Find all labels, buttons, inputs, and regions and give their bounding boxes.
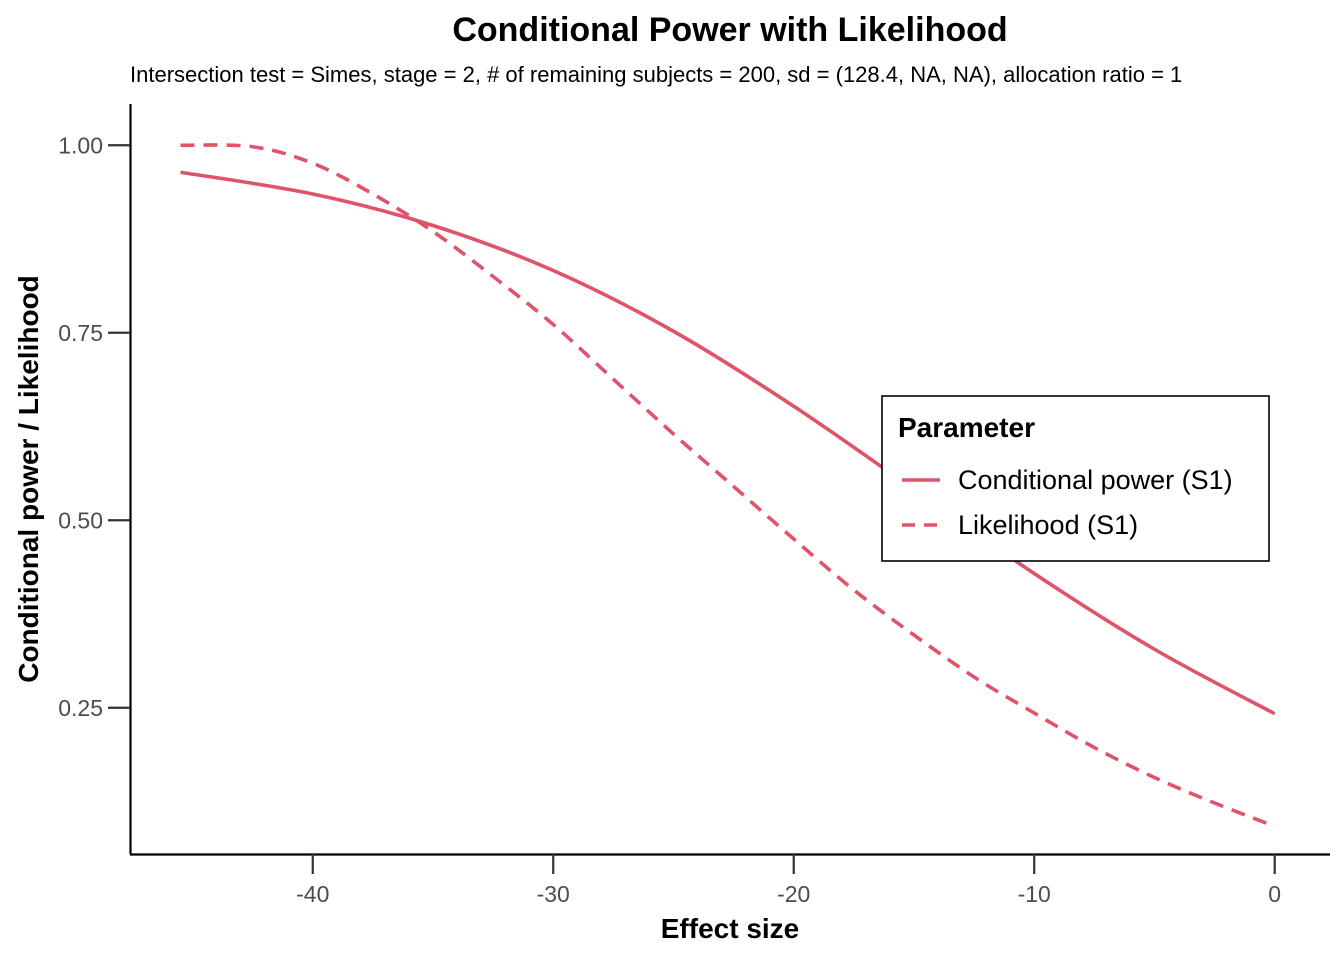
- y-tick-label: 0.75: [58, 320, 103, 346]
- chart-subtitle: Intersection test = Simes, stage = 2, # …: [130, 62, 1182, 87]
- series-line-conditional-power: [180, 170, 1276, 716]
- x-tick-label: 0: [1268, 881, 1281, 907]
- legend-label-conditional-power: Conditional power (S1): [958, 465, 1233, 495]
- x-axis-ticks: -40 -30 -20 -10 0: [296, 854, 1281, 907]
- x-tick-label: -30: [537, 881, 570, 907]
- x-tick-label: -20: [777, 881, 810, 907]
- y-tick-label: 1.00: [58, 132, 103, 158]
- y-tick-label: 0.50: [58, 507, 103, 533]
- y-axis-title: Conditional power / Likelihood: [13, 275, 44, 683]
- chart-title: Conditional Power with Likelihood: [452, 11, 1007, 49]
- y-axis-ticks: 0.25 0.50 0.75 1.00: [58, 132, 130, 721]
- plot-area: [180, 143, 1276, 828]
- x-tick-label: -10: [1018, 881, 1051, 907]
- x-axis-title: Effect size: [661, 913, 800, 944]
- legend-box: [881, 395, 1270, 562]
- legend-title: Parameter: [898, 412, 1035, 443]
- legend: Parameter Conditional power (S1) Likelih…: [881, 395, 1270, 562]
- y-tick-label: 0.25: [58, 695, 103, 721]
- legend-label-likelihood: Likelihood (S1): [958, 510, 1138, 540]
- series-line-likelihood: [180, 143, 1276, 828]
- x-tick-label: -40: [296, 881, 329, 907]
